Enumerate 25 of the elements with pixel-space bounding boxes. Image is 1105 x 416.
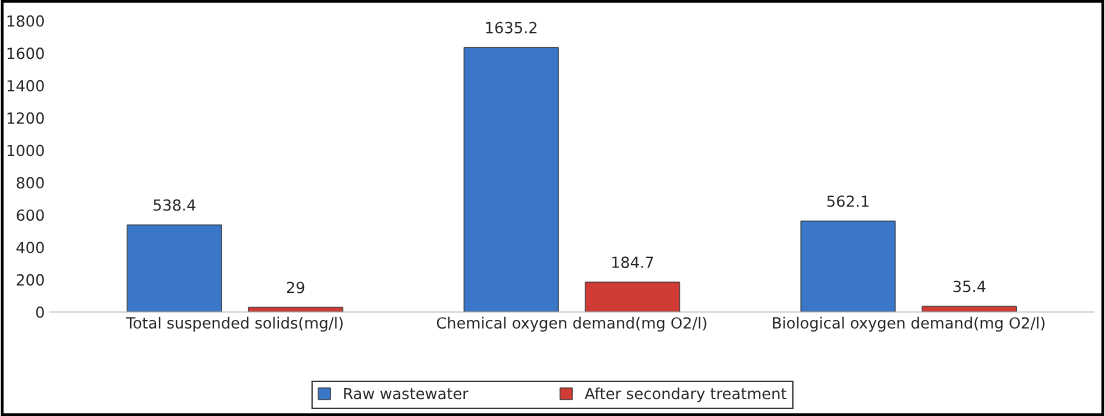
y-tick-label: 1400 bbox=[7, 79, 44, 92]
y-tick-label: 1800 bbox=[7, 15, 44, 27]
y-tick-label: 1600 bbox=[7, 47, 44, 60]
bar bbox=[126, 224, 222, 312]
y-tick-label: 600 bbox=[16, 209, 44, 221]
x-tick-label: Biological oxygen demand(mg O2/l) bbox=[773, 316, 1045, 332]
y-tick-label: 200 bbox=[16, 274, 44, 286]
bar bbox=[463, 47, 559, 312]
y-tick-label: 800 bbox=[16, 177, 44, 189]
bar bbox=[584, 281, 681, 312]
y-tick-label: 1000 bbox=[7, 144, 44, 157]
legend-label: Raw wastewater bbox=[344, 387, 469, 400]
data-label: 538.4 bbox=[153, 199, 196, 211]
bar bbox=[800, 220, 896, 312]
y-tick-label: 1200 bbox=[7, 112, 44, 124]
data-label: 184.7 bbox=[612, 256, 654, 269]
y-tick-label: 0 bbox=[36, 306, 44, 319]
y-tick-label: 400 bbox=[16, 241, 44, 254]
data-label: 562.1 bbox=[827, 195, 869, 207]
legend-label: After secondary treatment bbox=[584, 387, 787, 403]
x-tick-label: Chemical oxygen demand(mg O2/l) bbox=[436, 316, 707, 332]
x-tick-label: Total suspended solids(mg/l) bbox=[125, 316, 343, 332]
data-label: 1635.2 bbox=[486, 21, 537, 34]
data-label: 35.4 bbox=[953, 280, 986, 293]
data-label: 29 bbox=[287, 281, 305, 294]
